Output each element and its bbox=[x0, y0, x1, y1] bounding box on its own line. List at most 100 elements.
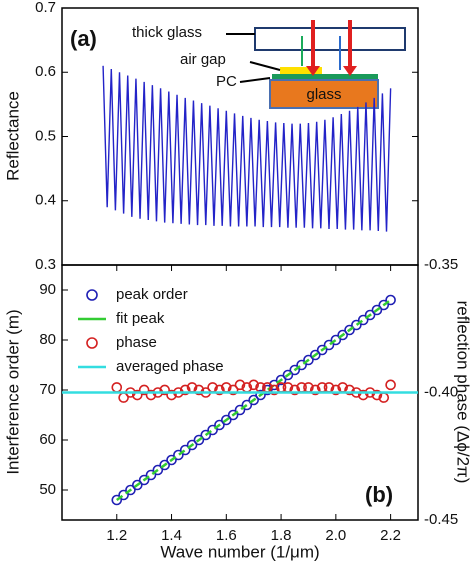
data-point bbox=[337, 329, 348, 341]
data-point bbox=[145, 469, 157, 481]
legend-marker bbox=[86, 289, 98, 301]
data-point bbox=[166, 389, 177, 401]
data-point bbox=[193, 434, 205, 446]
data-point bbox=[310, 349, 321, 361]
data-point bbox=[152, 464, 164, 476]
legend-label: averaged phase bbox=[116, 358, 224, 375]
data-point bbox=[132, 389, 143, 401]
data-point bbox=[303, 354, 314, 366]
y2-tick-label: -0.45 bbox=[424, 511, 458, 528]
data-point bbox=[385, 294, 396, 306]
data-point bbox=[200, 429, 212, 441]
data-point bbox=[289, 364, 301, 376]
data-point bbox=[111, 382, 123, 393]
y2-tick-label: -0.40 bbox=[424, 383, 458, 400]
data-point bbox=[166, 454, 177, 466]
data-point bbox=[316, 344, 328, 356]
panel-label: (b) bbox=[365, 482, 393, 507]
data-point bbox=[145, 389, 157, 401]
data-point bbox=[234, 379, 246, 391]
data-point bbox=[255, 389, 266, 401]
data-point bbox=[289, 384, 301, 396]
y-tick-label: 80 bbox=[39, 331, 56, 348]
data-point bbox=[296, 359, 307, 371]
y-tick-label: 0.3 bbox=[35, 256, 56, 273]
data-line bbox=[116, 298, 392, 502]
x-tick-label: 1.2 bbox=[106, 527, 127, 544]
data-point bbox=[275, 374, 287, 386]
data-point bbox=[268, 379, 280, 391]
inset-label: air gap bbox=[180, 51, 226, 68]
x-tick-label: 1.8 bbox=[271, 527, 292, 544]
data-point bbox=[125, 484, 136, 496]
data-point bbox=[378, 299, 390, 311]
data-point bbox=[371, 304, 383, 316]
data-point bbox=[186, 439, 198, 451]
y2-tick-label: -0.35 bbox=[424, 256, 458, 273]
x-axis-label: Wave number (1/μm) bbox=[160, 542, 319, 561]
arrow-head bbox=[306, 66, 320, 76]
arrow-head bbox=[343, 66, 357, 76]
data-point bbox=[179, 444, 191, 456]
legend-label: phase bbox=[116, 334, 157, 351]
inset: thick glass air gap PC glass bbox=[132, 20, 406, 109]
data-point bbox=[159, 384, 170, 396]
y-axis-label: Reflectance bbox=[3, 91, 22, 181]
air-gap bbox=[280, 67, 322, 75]
data-point bbox=[207, 424, 218, 436]
y-tick-label: 0.6 bbox=[35, 63, 56, 80]
data-point bbox=[310, 384, 321, 396]
data-point bbox=[214, 384, 225, 396]
y2-axis-label: reflection phase (Δϕ/2π) bbox=[454, 301, 473, 484]
thick-glass bbox=[254, 27, 406, 51]
legend-label: fit peak bbox=[116, 310, 165, 327]
inset-label: glass bbox=[306, 86, 341, 103]
data-point bbox=[179, 384, 191, 396]
inset-label: PC bbox=[216, 73, 237, 90]
data-point bbox=[214, 419, 225, 431]
y-tick-label: 0.4 bbox=[35, 192, 56, 209]
data-point bbox=[111, 494, 123, 506]
data-point bbox=[159, 459, 170, 471]
data-point bbox=[221, 414, 232, 426]
data-point bbox=[357, 314, 369, 326]
panel-label: (a) bbox=[70, 26, 97, 51]
data-point bbox=[351, 319, 362, 331]
data-point bbox=[344, 384, 355, 396]
data-point bbox=[371, 389, 383, 401]
y-tick-label: 0.7 bbox=[35, 0, 56, 16]
data-point bbox=[132, 479, 143, 491]
legend-label: peak order bbox=[116, 286, 188, 303]
x-tick-label: 1.6 bbox=[216, 527, 237, 544]
data-point bbox=[138, 384, 150, 396]
data-point bbox=[173, 449, 184, 461]
y-axis-label: Interference order (m) bbox=[3, 309, 22, 474]
data-point bbox=[364, 309, 376, 321]
pointer bbox=[249, 61, 281, 71]
legend-marker bbox=[86, 337, 98, 349]
x-tick-label: 2.0 bbox=[325, 527, 346, 544]
data-point bbox=[241, 399, 253, 411]
y-tick-label: 60 bbox=[39, 431, 56, 448]
data-line bbox=[102, 65, 392, 232]
y-tick-label: 50 bbox=[39, 481, 56, 498]
data-point bbox=[344, 324, 355, 336]
data-point bbox=[227, 409, 239, 421]
x-tick-label: 1.4 bbox=[161, 527, 182, 544]
pc-layer bbox=[272, 74, 378, 80]
data-point bbox=[234, 404, 246, 416]
data-point bbox=[330, 334, 342, 346]
y-tick-label: 0.5 bbox=[35, 127, 56, 144]
data-point bbox=[357, 389, 369, 401]
y-tick-label: 70 bbox=[39, 381, 56, 398]
data-point bbox=[248, 394, 259, 406]
data-point bbox=[330, 384, 342, 396]
data-point bbox=[193, 384, 205, 396]
data-point bbox=[118, 489, 129, 501]
glass-substrate bbox=[269, 79, 379, 109]
inset-label: thick glass bbox=[132, 24, 202, 41]
data-point bbox=[268, 384, 280, 396]
y-tick-label: 90 bbox=[39, 281, 56, 298]
data-point bbox=[282, 369, 294, 381]
